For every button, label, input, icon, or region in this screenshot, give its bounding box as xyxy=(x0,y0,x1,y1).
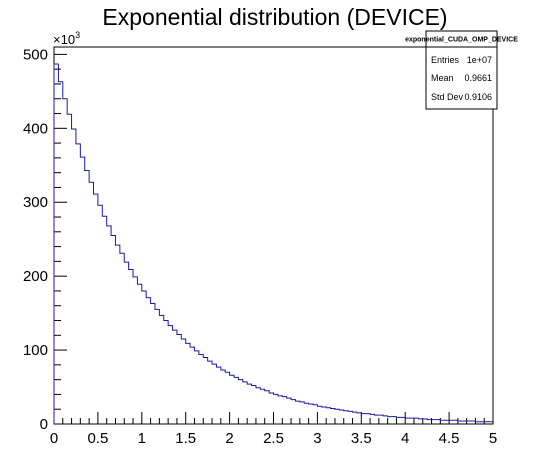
x-tick-label: 2 xyxy=(225,430,233,447)
y-tick-label: 300 xyxy=(23,194,48,211)
stats-entries-label: Entries xyxy=(431,55,460,65)
x-tick-label: 0 xyxy=(50,430,58,447)
y-tick-label: 500 xyxy=(23,46,48,63)
stats-mean-value: 0.9661 xyxy=(464,73,492,83)
axes: 0 0.5 1 1.5 2 2.5 3 3.5 4 4.5 5 0 100 200 300 400 500 xyxy=(23,46,497,447)
x-tick-label: 1.5 xyxy=(175,430,196,447)
x-tick-label: 5 xyxy=(489,430,497,447)
histogram-series-line xyxy=(53,63,493,424)
x-tick-label: 1 xyxy=(138,430,146,447)
x-tick-label: 4 xyxy=(401,430,409,447)
x-tick-label: 3.5 xyxy=(351,430,372,447)
stats-box-frame xyxy=(425,30,498,110)
stats-mean-label: Mean xyxy=(431,73,454,83)
y-tick-label: 200 xyxy=(23,268,48,285)
stats-box-name: exponential_CUDA_OMP_DEVICE xyxy=(405,37,518,44)
y-tick-label: 0 xyxy=(40,416,48,433)
x-tick-label: 3 xyxy=(313,430,321,447)
x-tick-label: 4.5 xyxy=(439,430,460,447)
y-tick-label: 100 xyxy=(23,342,48,359)
y-multiplier-label: ×103 xyxy=(53,30,80,47)
stats-stddev-value: 0.9106 xyxy=(464,92,492,102)
chart-title: Exponential distribution (DEVICE) xyxy=(102,4,447,30)
x-tick-label: 0.5 xyxy=(87,430,108,447)
y-tick-label: 400 xyxy=(23,120,48,137)
y-multiplier-exponent: 3 xyxy=(75,30,80,40)
stats-box: exponential_CUDA_OMP_DEVICE Entries 1e+0… xyxy=(405,30,518,110)
stats-entries-value: 1e+07 xyxy=(467,55,492,65)
y-multiplier-base: ×10 xyxy=(53,32,75,47)
x-tick-label: 2.5 xyxy=(263,430,284,447)
stats-stddev-label: Std Dev xyxy=(431,92,464,102)
